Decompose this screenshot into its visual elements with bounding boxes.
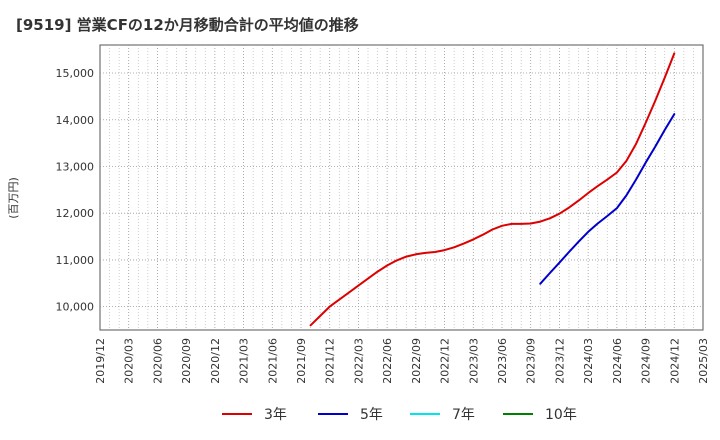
x-tick-label: 2021/09	[295, 338, 308, 384]
grid-lines	[100, 45, 703, 330]
x-tick-label: 2024/09	[640, 338, 653, 384]
x-tick-label: 2021/06	[266, 338, 279, 384]
x-tick-label: 2024/06	[611, 338, 624, 384]
y-tick-label: 15,000	[56, 67, 95, 80]
series-line-5年	[539, 113, 676, 285]
series-lines	[309, 52, 676, 327]
x-tick-label: 2025/03	[697, 338, 710, 384]
x-tick-label: 2022/12	[439, 338, 452, 384]
x-tick-label: 2022/06	[381, 338, 394, 384]
x-tick-label: 2024/12	[668, 338, 681, 384]
y-axis: 10,000 11,000 12,000 13,000 14,000 15,000	[56, 67, 95, 314]
x-tick-label: 2020/09	[180, 338, 193, 384]
y-tick-label: 10,000	[56, 301, 95, 314]
legend-label: 7年	[452, 407, 475, 423]
series-line-3年	[309, 52, 676, 327]
x-tick-label: 2020/03	[123, 338, 136, 384]
legend-label: 10年	[545, 407, 577, 423]
y-axis-label: (百万円)	[7, 177, 20, 219]
chart-title: [9519] 営業CFの12か月移動合計の平均値の推移	[16, 16, 359, 34]
x-tick-label: 2022/09	[410, 338, 423, 384]
x-axis: 2019/12 2020/03 2020/06 2020/09 2020/12 2021/…	[94, 338, 710, 384]
x-tick-label: 2020/12	[209, 338, 222, 384]
y-tick-label: 14,000	[56, 114, 95, 127]
legend-label: 5年	[360, 407, 383, 423]
x-tick-label: 2022/03	[352, 338, 365, 384]
x-tick-label: 2024/03	[582, 338, 595, 384]
x-tick-label: 2023/06	[496, 338, 509, 384]
y-tick-label: 12,000	[56, 207, 95, 220]
x-tick-label: 2023/03	[467, 338, 480, 384]
x-tick-label: 2023/09	[525, 338, 538, 384]
plot-area	[99, 44, 704, 331]
x-tick-label: 2021/03	[238, 338, 251, 384]
x-tick-label: 2020/06	[151, 338, 164, 384]
legend: 3年 5年 7年 10年	[222, 407, 577, 423]
y-tick-label: 13,000	[56, 160, 95, 173]
x-tick-label: 2019/12	[94, 338, 107, 384]
x-tick-label: 2021/12	[324, 338, 337, 384]
x-tick-label: 2023/12	[553, 338, 566, 384]
legend-label: 3年	[264, 407, 287, 423]
y-tick-label: 11,000	[56, 254, 95, 267]
